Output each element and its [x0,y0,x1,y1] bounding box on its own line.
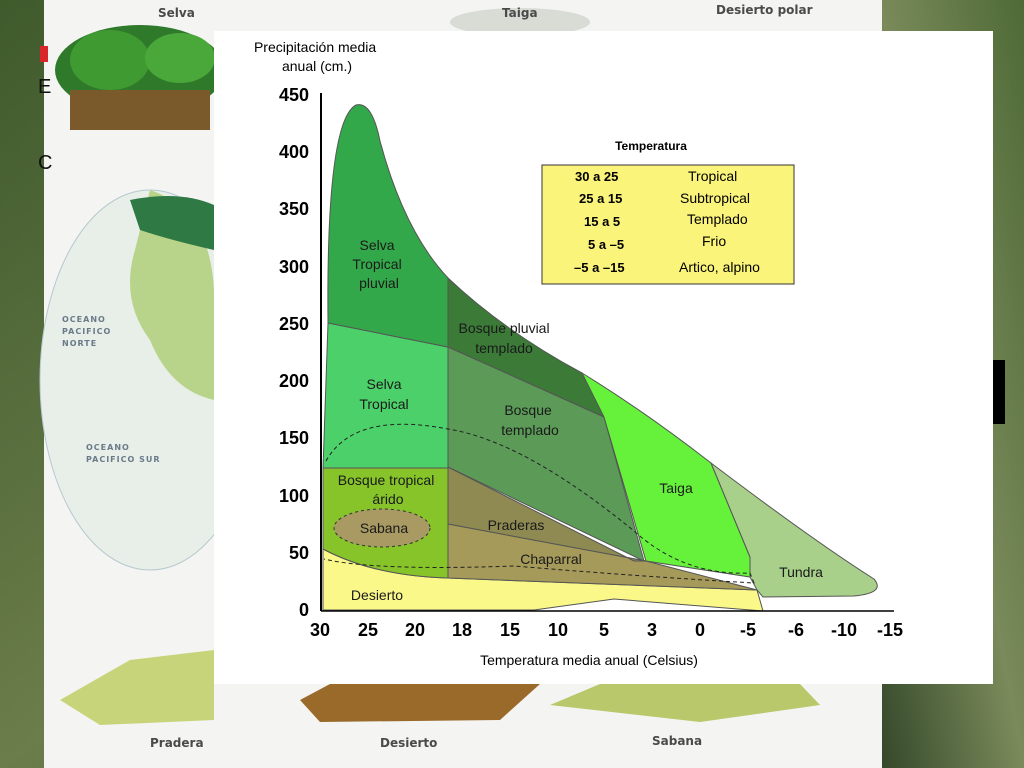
label-desierto: Desierto [351,587,403,603]
y-tick-450: 450 [279,85,309,105]
y-tick-100: 100 [279,486,309,506]
legend-title: Temperatura [615,139,687,153]
region-tundra [709,461,878,598]
legend-range-1: 30 a 25 [575,169,618,184]
x-tick-0: 0 [695,620,705,640]
label-taiga: Taiga [659,480,693,496]
x-tick-minus-6: -6 [788,620,804,640]
label-bosque-tropical-arido: Bosque tropical árido [338,472,438,507]
x-tick-18: 18 [452,620,472,640]
legend-zone-4: Frio [702,233,726,249]
y-tick-400: 400 [279,142,309,162]
x-tick-minus-15: -15 [877,620,903,640]
y-tick-300: 300 [279,257,309,277]
x-tick-30: 30 [310,620,330,640]
poster-label-pradera: Pradera [150,736,204,750]
whittaker-biome-diagram: Selva Tropical pluvial Selva Tropical Bo… [254,39,903,668]
dashed-transition-boundary [323,423,755,584]
ocean-label-south: OCEANO PACIFICO SUR [86,443,161,464]
x-tick-5: 5 [599,620,609,640]
region-bosque-templado [447,346,645,562]
red-accent-mark [40,46,48,62]
y-tick-250: 250 [279,314,309,334]
poster-label-taiga: Taiga [502,6,538,20]
label-bosque-pluvial-templado: Bosque pluvial templado [459,320,554,356]
poster-label-sabana: Sabana [652,734,703,748]
legend-range-2: 25 a 15 [579,191,622,206]
legend-zone-5: Artico, alpino [679,259,760,275]
partial-slide-text-1: E [38,76,52,98]
label-chaparral: Chaparral [520,551,581,567]
legend-range-3: 15 a 5 [584,214,620,229]
x-tick-labels: 30 25 20 18 15 10 5 3 0 -5 -6 -10 -15 [310,620,903,640]
legend-zone-2: Subtropical [680,190,750,206]
biome-diagram-panel: Selva Tropical pluvial Selva Tropical Bo… [214,31,993,684]
y-tick-350: 350 [279,199,309,219]
poster-label-desierto: Desierto [380,736,438,750]
label-bosque-templado: Bosque templado [501,402,559,438]
label-praderas: Praderas [488,517,545,533]
y-tick-150: 150 [279,428,309,448]
legend-zone-3: Templado [687,211,748,227]
x-tick-25: 25 [358,620,378,640]
x-axis-title: Temperatura media anual (Celsius) [480,652,698,668]
legend-range-4: 5 a –5 [588,237,624,252]
x-tick-20: 20 [405,620,425,640]
y-axis-title: Precipitación media anual (cm.) [254,39,380,74]
temperature-legend: Temperatura 30 a 25 Tropical 25 a 15 Sub… [541,139,795,285]
region-labels: Selva Tropical pluvial Selva Tropical Bo… [338,237,823,603]
biome-regions [322,104,878,612]
y-tick-50: 50 [289,543,309,563]
ocean-label-north: OCEANO PACIFICO NORTE [62,315,112,348]
label-sabana: Sabana [360,520,408,536]
poster-label-desierto-polar: Desierto polar [716,3,813,17]
x-tick-15: 15 [500,620,520,640]
x-tick-minus-5: -5 [740,620,756,640]
partial-slide-text-2: C [38,152,53,174]
x-tick-minus-10: -10 [831,620,857,640]
y-tick-labels: 450 400 350 300 250 200 150 100 50 0 [279,85,309,620]
label-tundra: Tundra [779,564,823,580]
y-tick-0: 0 [299,600,309,620]
legend-range-5: –5 a –15 [574,260,625,275]
region-selva-tropical-pluvial [327,104,449,348]
region-sabana [333,508,431,548]
legend-box [541,164,795,285]
poster-label-selva: Selva [158,6,195,20]
label-selva-tropical-pluvial: Selva Tropical pluvial [352,237,405,291]
label-selva-tropical: Selva Tropical [359,376,408,412]
x-tick-3: 3 [647,620,657,640]
x-tick-10: 10 [548,620,568,640]
y-tick-200: 200 [279,371,309,391]
legend-zone-1: Tropical [688,168,737,184]
